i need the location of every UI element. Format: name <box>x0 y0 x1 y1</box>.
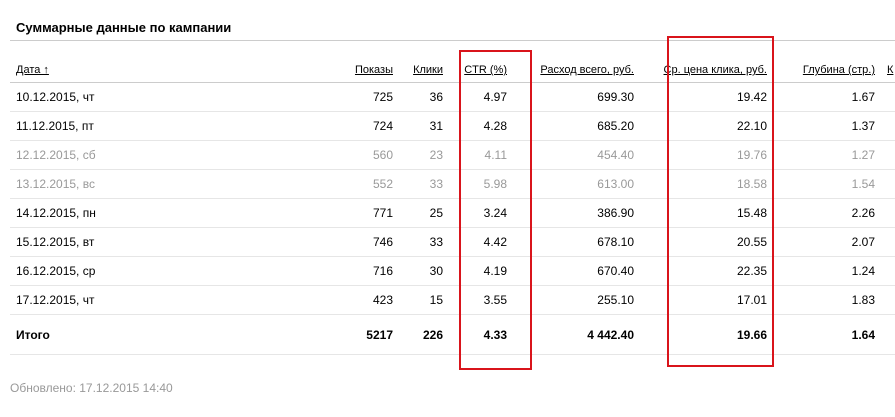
highlight-cpc <box>667 36 774 367</box>
cell: 20.55 <box>736 235 767 249</box>
cell: 724 <box>372 119 393 133</box>
cell: 1.37 <box>851 119 875 133</box>
cell: 771 <box>372 206 393 220</box>
total-cell: 5217 <box>366 328 393 342</box>
cell: 2.07 <box>851 235 875 249</box>
total-cell: 226 <box>422 328 443 342</box>
cell: 15.48 <box>736 206 767 220</box>
total-cell: 4 442.40 <box>587 328 634 342</box>
cell: 678.10 <box>597 235 634 249</box>
cell: 33 <box>429 177 443 191</box>
cell: 699.30 <box>597 90 634 104</box>
cell: 716 <box>372 264 393 278</box>
cell: 4.11 <box>484 148 507 162</box>
cell: 1.67 <box>851 90 875 104</box>
cell: 746 <box>372 235 393 249</box>
cell: 670.40 <box>597 264 634 278</box>
cell: 31 <box>429 119 443 133</box>
cell: 386.90 <box>597 206 634 220</box>
cell: 25 <box>429 206 443 220</box>
cell: 4.42 <box>483 235 507 249</box>
cell: 613.00 <box>597 177 634 191</box>
total-cell: Итого <box>16 328 50 342</box>
row-rule <box>10 314 895 315</box>
cell: 560 <box>372 148 393 162</box>
row-rule <box>10 285 895 286</box>
cell: 11.12.2015, пт <box>16 119 94 133</box>
column-header[interactable]: Глубина (стр.) <box>802 64 875 76</box>
highlight-ctr <box>459 50 532 370</box>
cell: 4.28 <box>483 119 507 133</box>
cell: 552 <box>372 177 393 191</box>
column-header[interactable]: Дата ↑ <box>16 64 49 76</box>
cell: 10.12.2015, чт <box>16 90 95 104</box>
row-rule <box>10 198 895 199</box>
row-rule <box>10 111 895 112</box>
cell: 12.12.2015, сб <box>16 148 96 162</box>
title: Суммарные данные по кампании <box>16 20 232 35</box>
total-cell: 1.64 <box>851 328 875 342</box>
column-header[interactable]: CTR (%) <box>464 64 507 76</box>
cell: 454.40 <box>597 148 634 162</box>
cell: 15 <box>429 293 443 307</box>
cell: 13.12.2015, вс <box>16 177 95 191</box>
updated: Обновлено: 17.12.2015 14:40 <box>10 381 173 395</box>
cell: 4.19 <box>483 264 507 278</box>
total-cell: 19.66 <box>736 328 767 342</box>
cell: 36 <box>429 90 443 104</box>
cell: 22.10 <box>736 119 767 133</box>
header-rule <box>10 82 895 83</box>
cell: 3.55 <box>483 293 507 307</box>
cell: 16.12.2015, ср <box>16 264 96 278</box>
cell: 685.20 <box>597 119 634 133</box>
cell: 18.58 <box>736 177 767 191</box>
row-rule <box>10 256 895 257</box>
cell: 22.35 <box>736 264 767 278</box>
cell: 23 <box>429 148 443 162</box>
cell: 19.42 <box>736 90 767 104</box>
cell: 3.24 <box>483 206 507 220</box>
column-header[interactable]: Показы <box>354 64 393 76</box>
cell: 255.10 <box>597 293 634 307</box>
row-rule <box>10 227 895 228</box>
cell: 725 <box>372 90 393 104</box>
column-header: К <box>887 64 894 76</box>
cell: 17.01 <box>736 293 767 307</box>
column-header[interactable]: Ср. цена клика, руб. <box>663 64 767 76</box>
cell: 5.98 <box>483 177 507 191</box>
total-cell: 4.33 <box>483 328 507 342</box>
cell: 1.54 <box>851 177 875 191</box>
title-rule <box>10 40 895 41</box>
cell: 4.97 <box>483 90 507 104</box>
cell: 14.12.2015, пн <box>16 206 96 220</box>
cell: 1.24 <box>851 264 875 278</box>
column-header[interactable]: Клики <box>413 64 443 76</box>
total-rule <box>10 354 895 355</box>
cell: 30 <box>429 264 443 278</box>
cell: 423 <box>372 293 393 307</box>
row-rule <box>10 169 895 170</box>
cell: 1.27 <box>851 148 875 162</box>
cell: 33 <box>429 235 443 249</box>
cell: 15.12.2015, вт <box>16 235 95 249</box>
cell: 19.76 <box>736 148 767 162</box>
column-header[interactable]: Расход всего, руб. <box>540 64 634 76</box>
row-rule <box>10 140 895 141</box>
cell: 17.12.2015, чт <box>16 293 95 307</box>
cell: 1.83 <box>851 293 875 307</box>
cell: 2.26 <box>851 206 875 220</box>
